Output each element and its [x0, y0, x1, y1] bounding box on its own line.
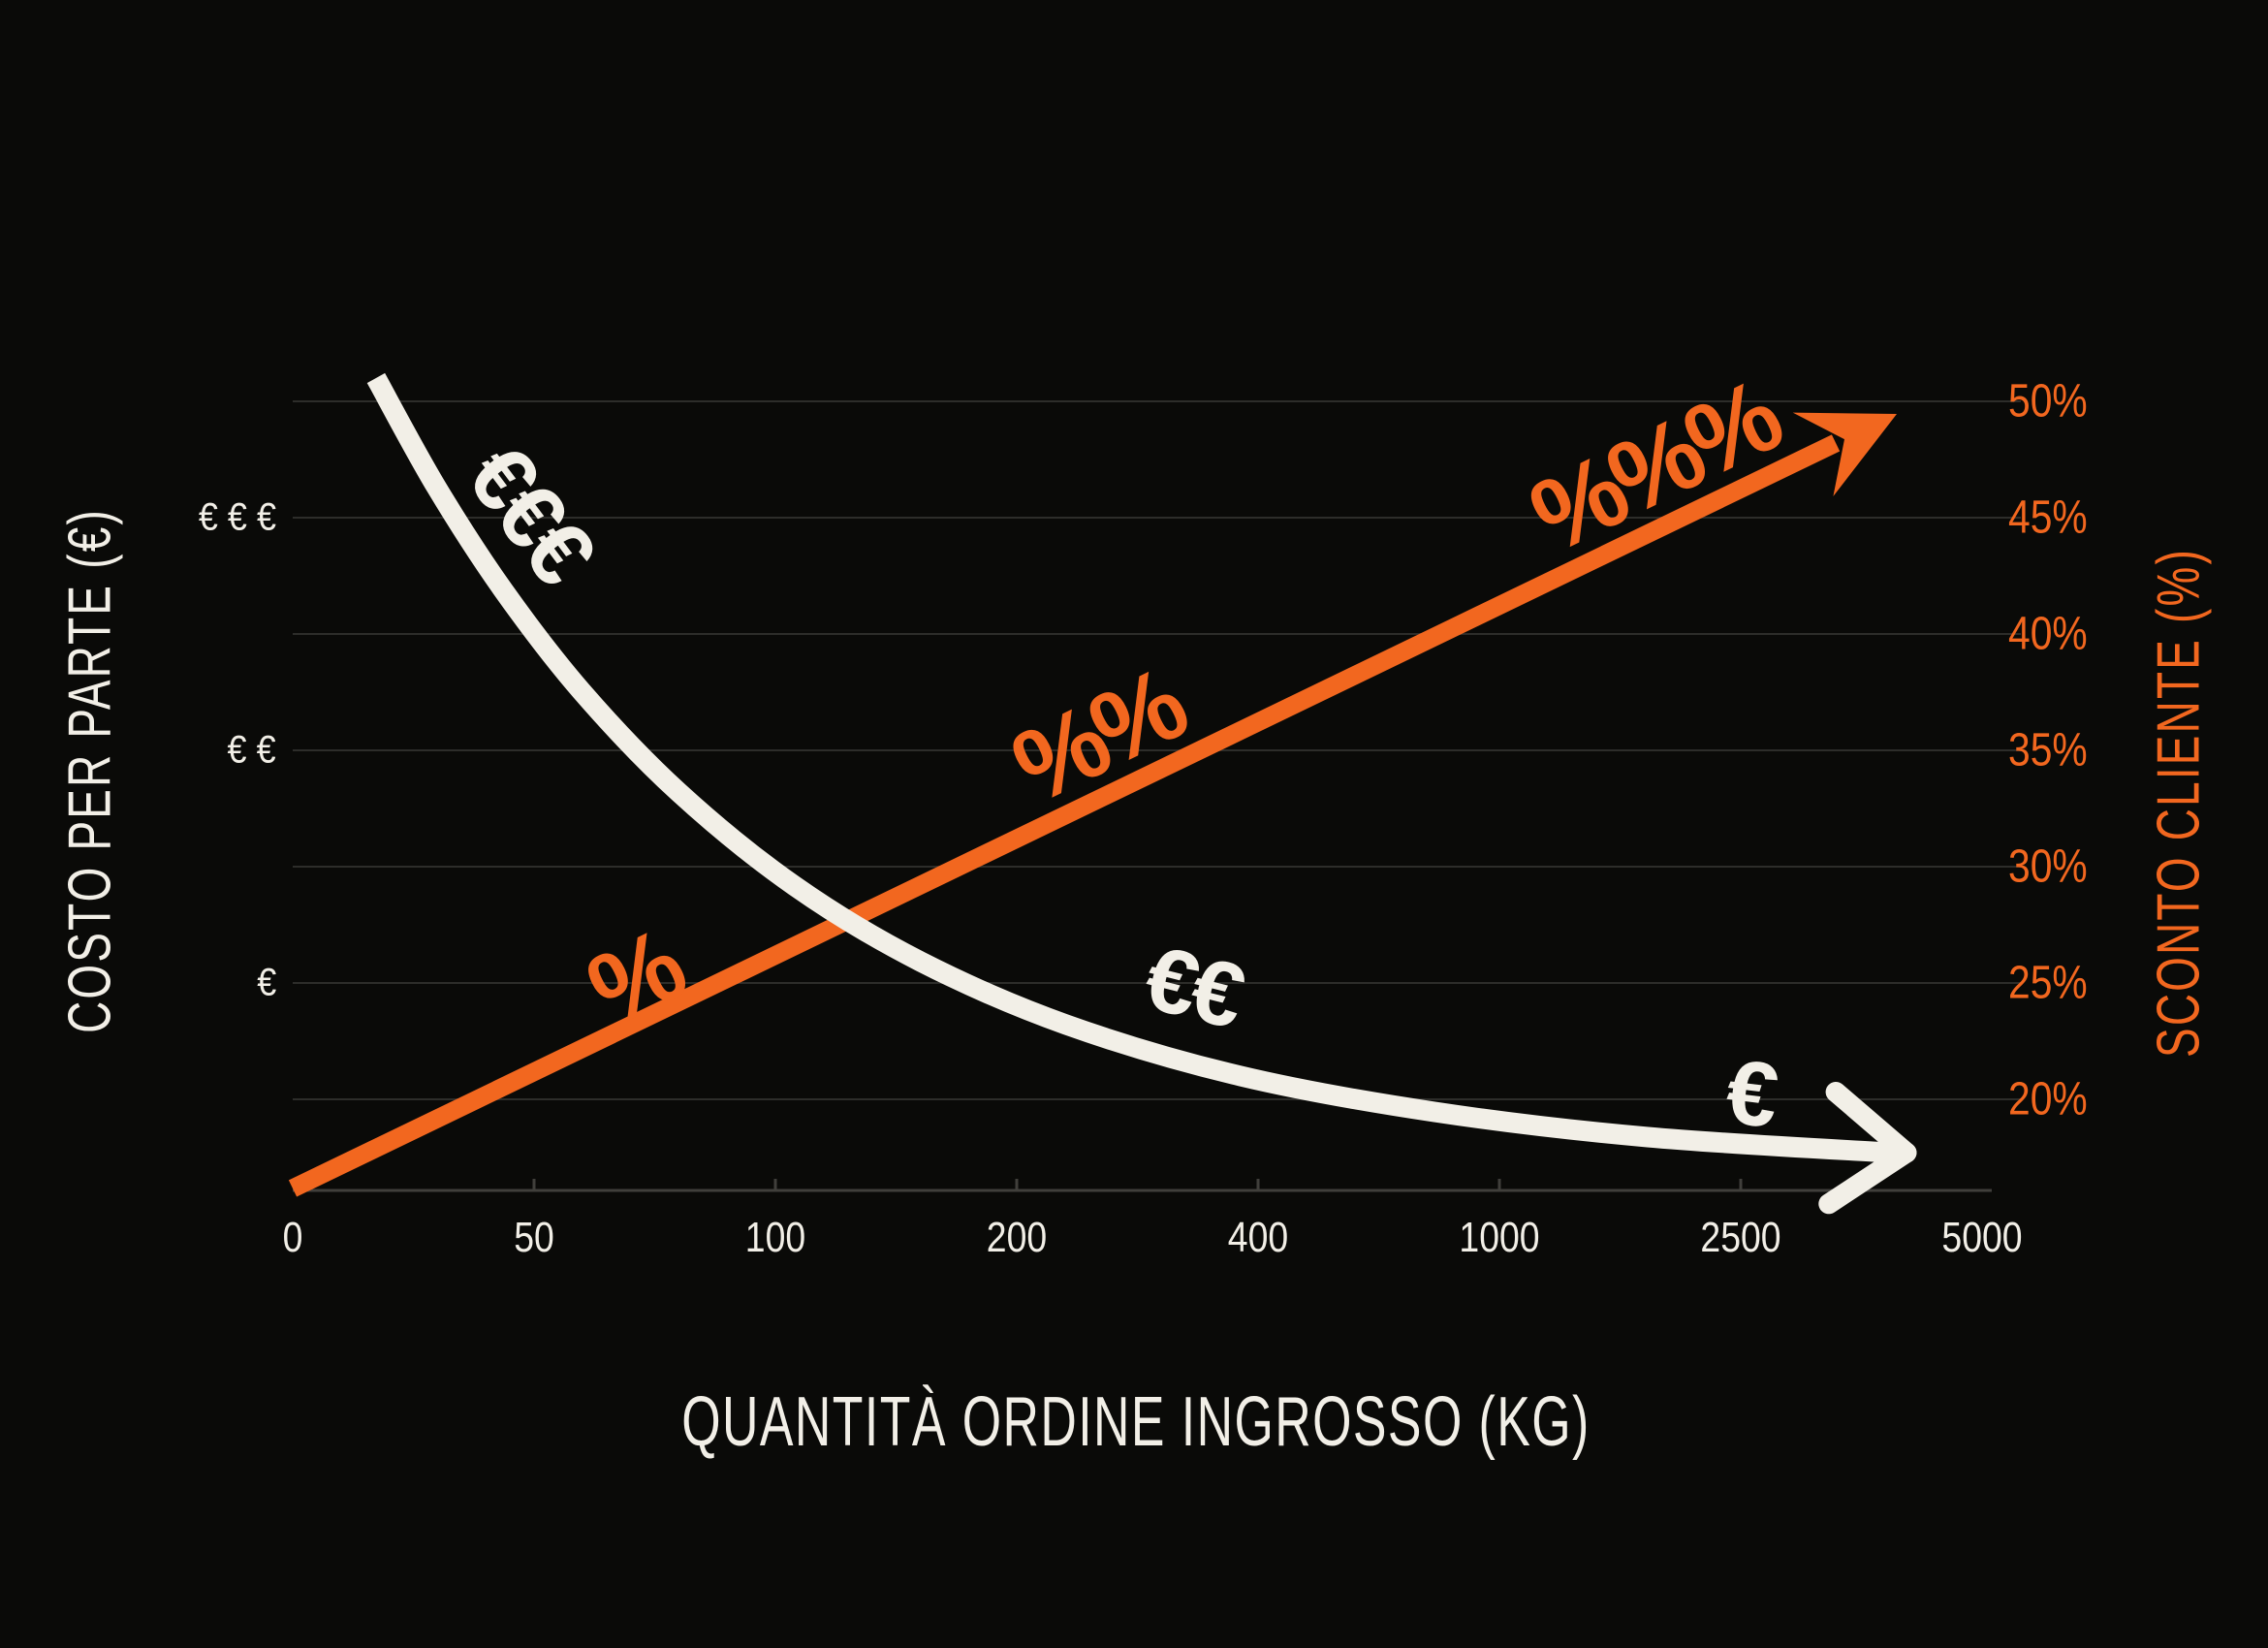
right-tick-label: 25% — [2008, 957, 2088, 1009]
discount-line — [288, 434, 1841, 1197]
left-tick-label: € € € — [198, 495, 276, 539]
x-axis-title: QUANTITÀ ORDINE INGROSSO (KG) — [681, 1383, 1591, 1461]
x-tick-label: 100 — [744, 1214, 806, 1261]
cost-curve-arrowhead — [1818, 1142, 1917, 1215]
right-tick-label: 20% — [2008, 1073, 2088, 1125]
x-tick-label: 50 — [514, 1214, 554, 1261]
x-tick-label: 1000 — [1459, 1214, 1540, 1261]
x-tick-label: 400 — [1227, 1214, 1289, 1261]
cost-curve-arrowhead — [1825, 1082, 1917, 1163]
right-tick-label: 50% — [2008, 375, 2088, 428]
x-tick-label: 200 — [986, 1214, 1048, 1261]
left-tick-label: € — [256, 961, 276, 1004]
right-tick-label: 40% — [2008, 608, 2088, 660]
x-tick-label: 5000 — [1941, 1214, 2023, 1261]
discount-line-arrowhead — [1792, 412, 1897, 496]
left-tick-label: € € — [227, 728, 276, 772]
right-tick-label: 35% — [2008, 724, 2088, 776]
left-axis-title: COSTO PER PARTE (€) — [56, 508, 124, 1033]
x-tick-label: 0 — [282, 1214, 303, 1261]
x-tick-label: 2500 — [1700, 1214, 1781, 1261]
right-tick-label: 30% — [2008, 840, 2088, 893]
right-axis-title: SCONTO CLIENTE (%) — [2145, 547, 2213, 1059]
cost-curve — [366, 372, 1891, 1163]
right-tick-label: 45% — [2008, 491, 2088, 544]
